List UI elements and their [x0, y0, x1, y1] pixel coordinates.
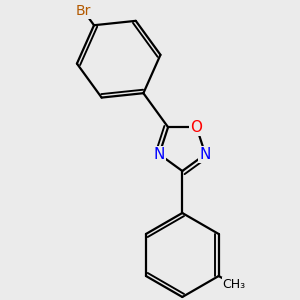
Text: N: N — [154, 147, 165, 162]
Text: Br: Br — [76, 4, 91, 18]
Text: O: O — [190, 120, 202, 135]
Text: N: N — [200, 147, 211, 162]
Text: CH₃: CH₃ — [223, 278, 246, 291]
